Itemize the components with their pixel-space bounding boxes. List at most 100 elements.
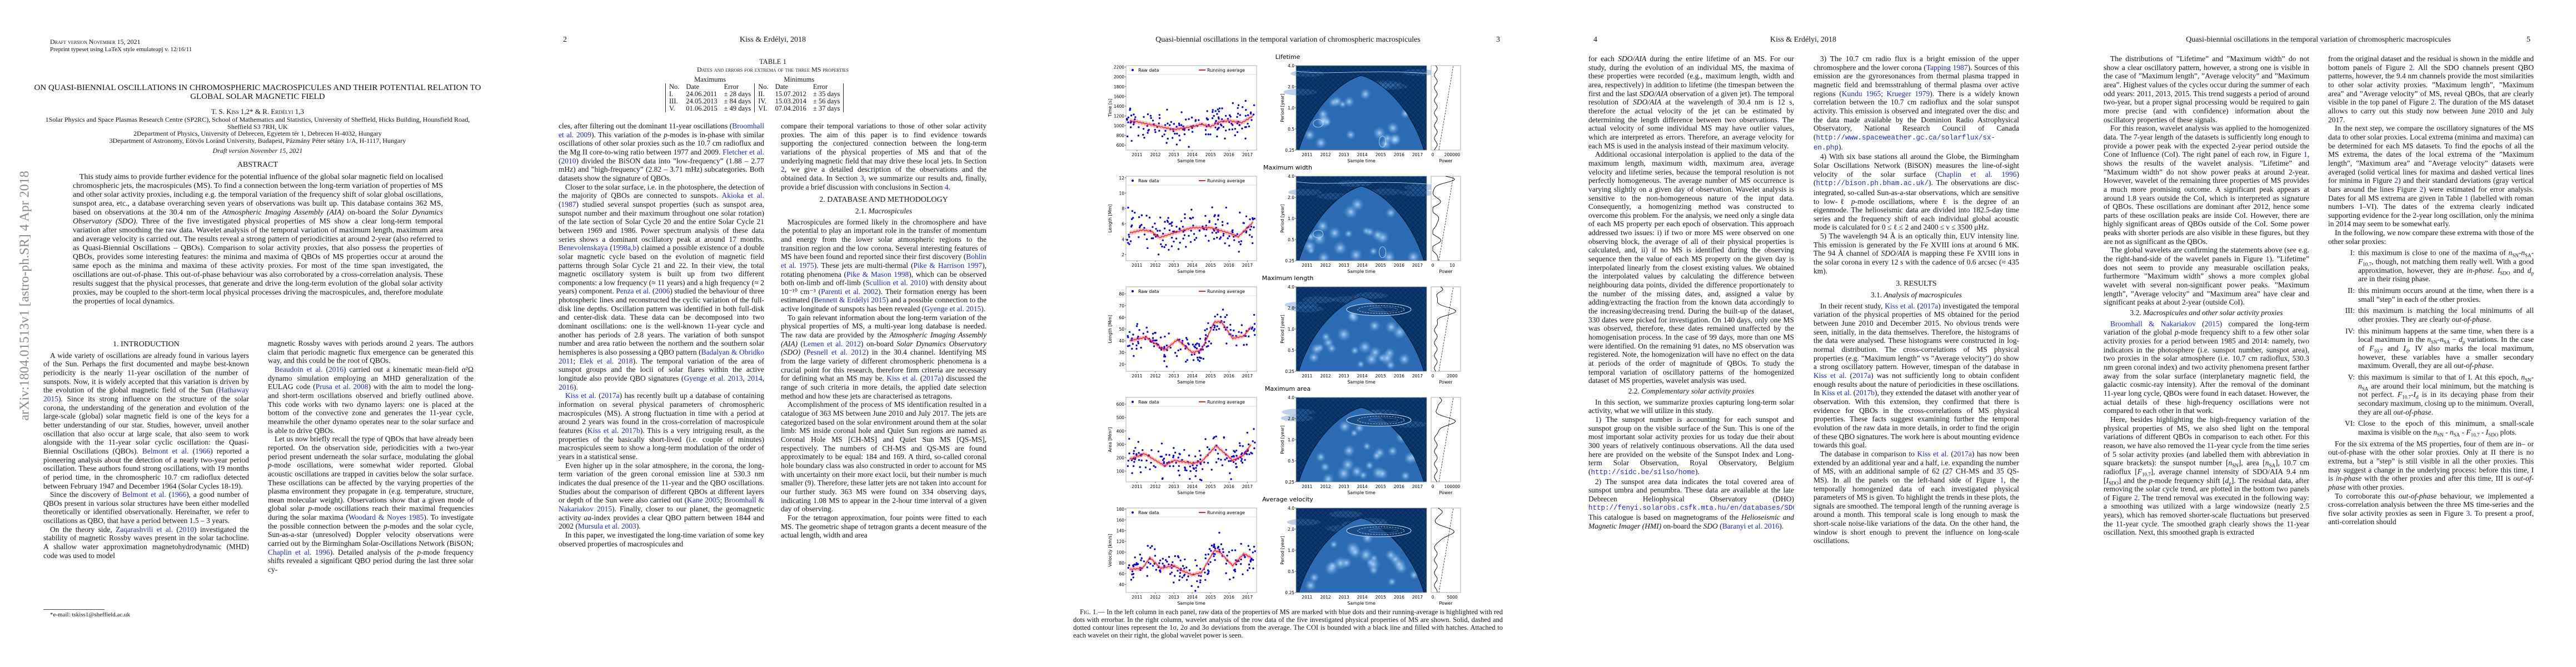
citation-link[interactable]: Zaqarashvili et al. (116, 525, 173, 534)
table-cell: ± 56 days (809, 98, 844, 105)
citation-link[interactable]: 1987 (561, 200, 576, 208)
url-link[interactable]: http://bison.ph.bham.ac.uk/ (1816, 180, 1929, 188)
citation-link[interactable]: 1966 (195, 446, 211, 455)
citation-link[interactable]: 2014 (747, 374, 763, 383)
citation-link[interactable]: Broomhall et al. 2009 (559, 122, 764, 139)
citation-link[interactable]: 2017a (601, 391, 620, 400)
citation-link[interactable]: Gyenge et al. 2015 (924, 305, 981, 313)
citation-link[interactable]: Kiss et al. (1821, 389, 1852, 397)
citation-link[interactable]: Kiss et al. (1885, 301, 1915, 310)
citation-link[interactable]: 2 (2430, 98, 2435, 107)
citation-link[interactable]: 2017a (1852, 371, 1871, 380)
citation-link[interactable]: Belmont et al. (142, 446, 189, 455)
citation-link[interactable]: Kiss et al. (1813, 371, 1847, 380)
citation-link[interactable]: 1966 (171, 490, 187, 499)
raw-data-point (1163, 347, 1165, 350)
citation-link[interactable]: 1 (2464, 193, 2469, 202)
citation-link[interactable]: 2017a (1953, 449, 1972, 458)
citation-link[interactable]: 2016 (328, 365, 344, 374)
contour-1-sigma (1379, 136, 1386, 148)
citation-link[interactable]: 3 (860, 173, 864, 182)
citation-link[interactable]: Broomhall & Nakariakov 2015 (559, 496, 764, 513)
wavelet-power-blob (1337, 327, 1351, 342)
citation-link[interactable]: Chaplin et al. 1996 (1937, 170, 2017, 178)
citation-link[interactable]: Kane 2005 (687, 496, 720, 505)
citation-link[interactable]: 1998a,b (612, 243, 637, 252)
citation-link[interactable]: 2010 (561, 156, 576, 165)
raw-data-point (1163, 354, 1165, 356)
raw-data-point (1246, 431, 1248, 434)
url-link[interactable]: http://sidc.be/silso/home (1591, 468, 1696, 476)
citation-link[interactable]: 3 (2466, 509, 2470, 517)
citation-link[interactable]: Penza et al. (616, 287, 651, 296)
wavelet-power-blob (1371, 228, 1384, 241)
citation-link[interactable]: 2 (2409, 63, 2413, 72)
raw-data-point (1236, 233, 1238, 235)
citation-link[interactable]: Beaudoin et al. (275, 365, 323, 374)
citation-link[interactable]: Mursula et al. 2003 (577, 522, 636, 531)
citation-link[interactable]: 2017b (1856, 389, 1875, 397)
citation-link[interactable]: Baranyi et al. 2016 (1722, 521, 1780, 530)
citation-link[interactable]: 2017a (1920, 301, 1939, 310)
url-link[interactable]: http://www.spaceweather.gc.ca/solarflux/… (1813, 133, 1996, 152)
citation-link[interactable]: Pesnell et al. 2012 (806, 348, 866, 357)
citation-link[interactable]: Akioka et al. (721, 191, 764, 200)
citation-link[interactable]: Bohlin et al. 1975 (781, 252, 986, 270)
citation-link[interactable]: Benevolenskaya (559, 243, 608, 252)
citation-link[interactable]: Kiss et al. (1917, 449, 1949, 458)
citation-link[interactable]: Kundu 1965 (1841, 89, 1881, 98)
citation-link[interactable]: 1 (2303, 150, 2308, 159)
citation-link[interactable]: Tapping 1987 (1926, 63, 1968, 72)
citation-link[interactable]: 2015 (2204, 319, 2220, 328)
raw-data-point (1219, 238, 1221, 240)
citation-link[interactable]: Badalyan & Obridko 2011 (559, 348, 764, 365)
raw-data-point (1221, 118, 1223, 121)
citation-link[interactable]: Prusa et al. 2008 (315, 382, 368, 391)
raw-data-point (1138, 459, 1140, 461)
raw-data-point (1199, 458, 1202, 461)
raw-data-point (1163, 227, 1166, 230)
raw-data-point (1190, 217, 1192, 220)
raw-data-point (1177, 248, 1180, 250)
citation-link[interactable]: Fletcher et al. (723, 147, 764, 156)
url-link[interactable]: http://fenyi.solarobs.csfk.mta.hu/en/dat… (1588, 504, 1794, 512)
list-item: VI: Close to the epoch of this minimum, a… (2328, 419, 2534, 437)
citation-link[interactable]: 4 (944, 182, 949, 191)
citation-link[interactable]: 1 (2265, 255, 2270, 263)
citation-link[interactable]: Belmont et al. (122, 490, 166, 499)
citation-link[interactable]: 2 (781, 165, 785, 174)
citation-link[interactable]: Gyenge et al. 2013 (684, 374, 743, 383)
citation-link[interactable]: Kiss et al. (886, 374, 918, 383)
citation-link[interactable]: Pike & Mason 1998 (846, 270, 909, 278)
citation-link[interactable]: Kiss et al. 2017b (587, 426, 640, 435)
citation-link[interactable]: Parenti et al. 2002 (821, 287, 879, 296)
y-tick-label: 2.0 (1288, 306, 1294, 311)
citation-link[interactable]: 2017a (923, 374, 941, 383)
y-tick-label: 80 (1119, 561, 1124, 566)
citation-link[interactable]: 2 (2394, 176, 2399, 185)
citation-link[interactable]: 2006 (655, 287, 670, 296)
raw-data-point (1169, 346, 1172, 349)
citation-link[interactable]: 2010 (179, 525, 195, 534)
citation-link[interactable]: Chaplin et al. 1996 (268, 547, 330, 556)
citation-link[interactable]: Pike & Harrison 1997 (913, 261, 983, 270)
raw-data-point (1179, 241, 1181, 244)
citation-link[interactable]: Scullion et al. 2010 (865, 278, 925, 287)
citation-link[interactable]: Broomhall & Nakariakov (2110, 319, 2196, 328)
raw-data-point (1213, 555, 1215, 558)
citation-link[interactable]: Elek et al. 2018 (579, 356, 633, 365)
citation-link[interactable]: 2 (2134, 493, 2138, 502)
citation-link[interactable]: Lemen et al. 2012 (803, 339, 861, 348)
citation-link[interactable]: Kiss et al. (565, 391, 596, 400)
citation-link[interactable]: Hathaway 2015 (43, 386, 249, 403)
citation-link[interactable]: Bennett & Erdélyi 2015 (814, 296, 886, 305)
citation-link[interactable]: 2016 (559, 382, 574, 391)
citation-link[interactable]: Woodard & Noyes 1985 (348, 513, 424, 522)
raw-data-point (1168, 332, 1170, 335)
x-tick-label: 2012 (1320, 484, 1331, 489)
citation-link[interactable]: Krueger 1979 (1886, 89, 1930, 98)
citation-link[interactable]: 1 (2000, 475, 2004, 484)
list-item: II: this minimum occurs around at the tim… (2328, 286, 2534, 303)
raw-data-point (1233, 239, 1235, 241)
citation-link[interactable]: 2 (2419, 185, 2424, 193)
